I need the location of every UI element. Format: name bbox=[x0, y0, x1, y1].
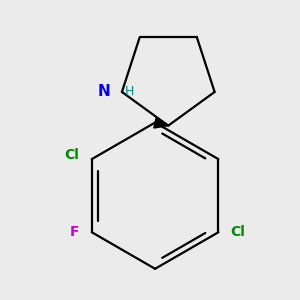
Polygon shape bbox=[154, 117, 168, 128]
Text: N: N bbox=[98, 85, 111, 100]
Text: Cl: Cl bbox=[231, 225, 245, 239]
Text: H: H bbox=[125, 85, 134, 98]
Text: Cl: Cl bbox=[65, 148, 80, 162]
Text: F: F bbox=[70, 225, 80, 239]
